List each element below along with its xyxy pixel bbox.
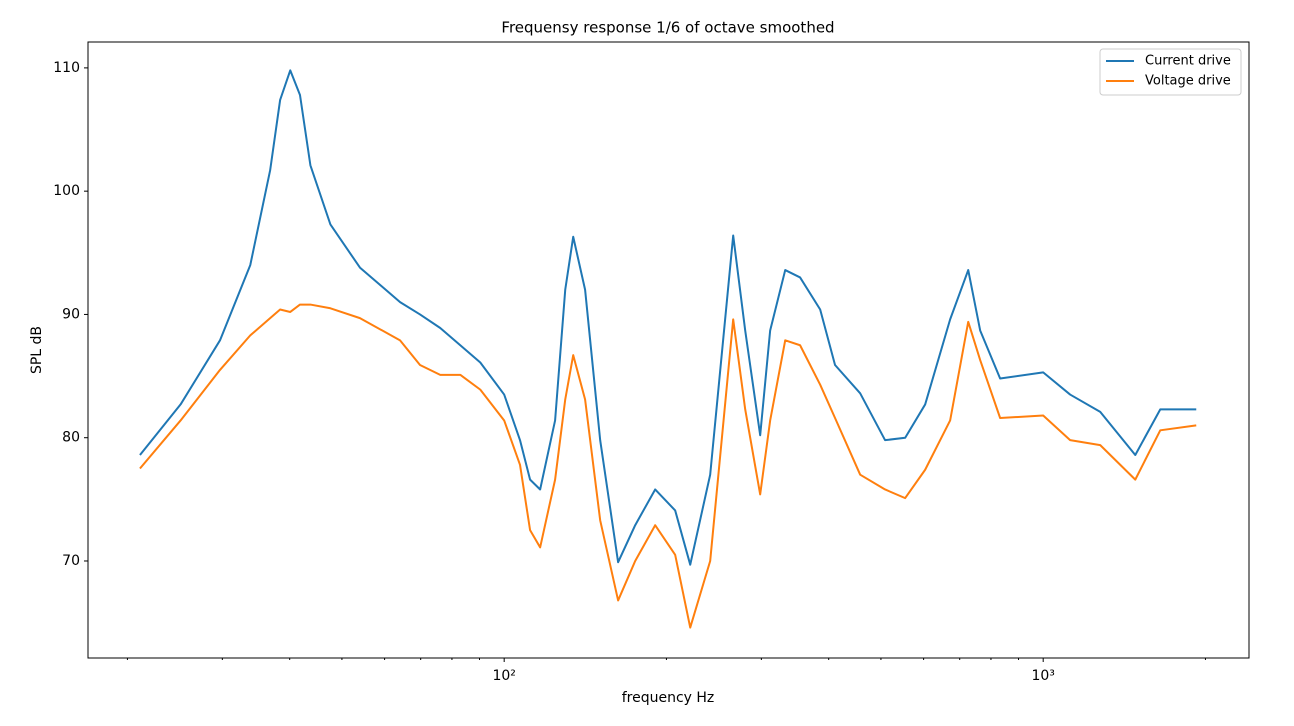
x-tick-label: 10³ — [1031, 668, 1054, 684]
line-series — [139, 69, 1197, 566]
chart-title: Frequensy response 1/6 of octave smoothe… — [501, 19, 834, 37]
y-tick-label: 100 — [53, 183, 80, 199]
y-tick-label: 90 — [62, 306, 80, 322]
y-axis-label: SPL dB — [29, 326, 45, 374]
legend-label: Voltage drive — [1145, 74, 1231, 89]
line-series — [139, 303, 1197, 629]
legend-box — [1099, 48, 1242, 96]
x-axis-label: frequency Hz — [622, 690, 715, 706]
y-tick-label: 110 — [53, 60, 80, 76]
legend-label: Current drive — [1145, 54, 1231, 69]
plot-frame — [87, 41, 1250, 659]
y-tick-label: 70 — [62, 553, 80, 569]
x-tick-label: 10² — [492, 668, 515, 684]
y-tick-label: 80 — [62, 430, 80, 446]
